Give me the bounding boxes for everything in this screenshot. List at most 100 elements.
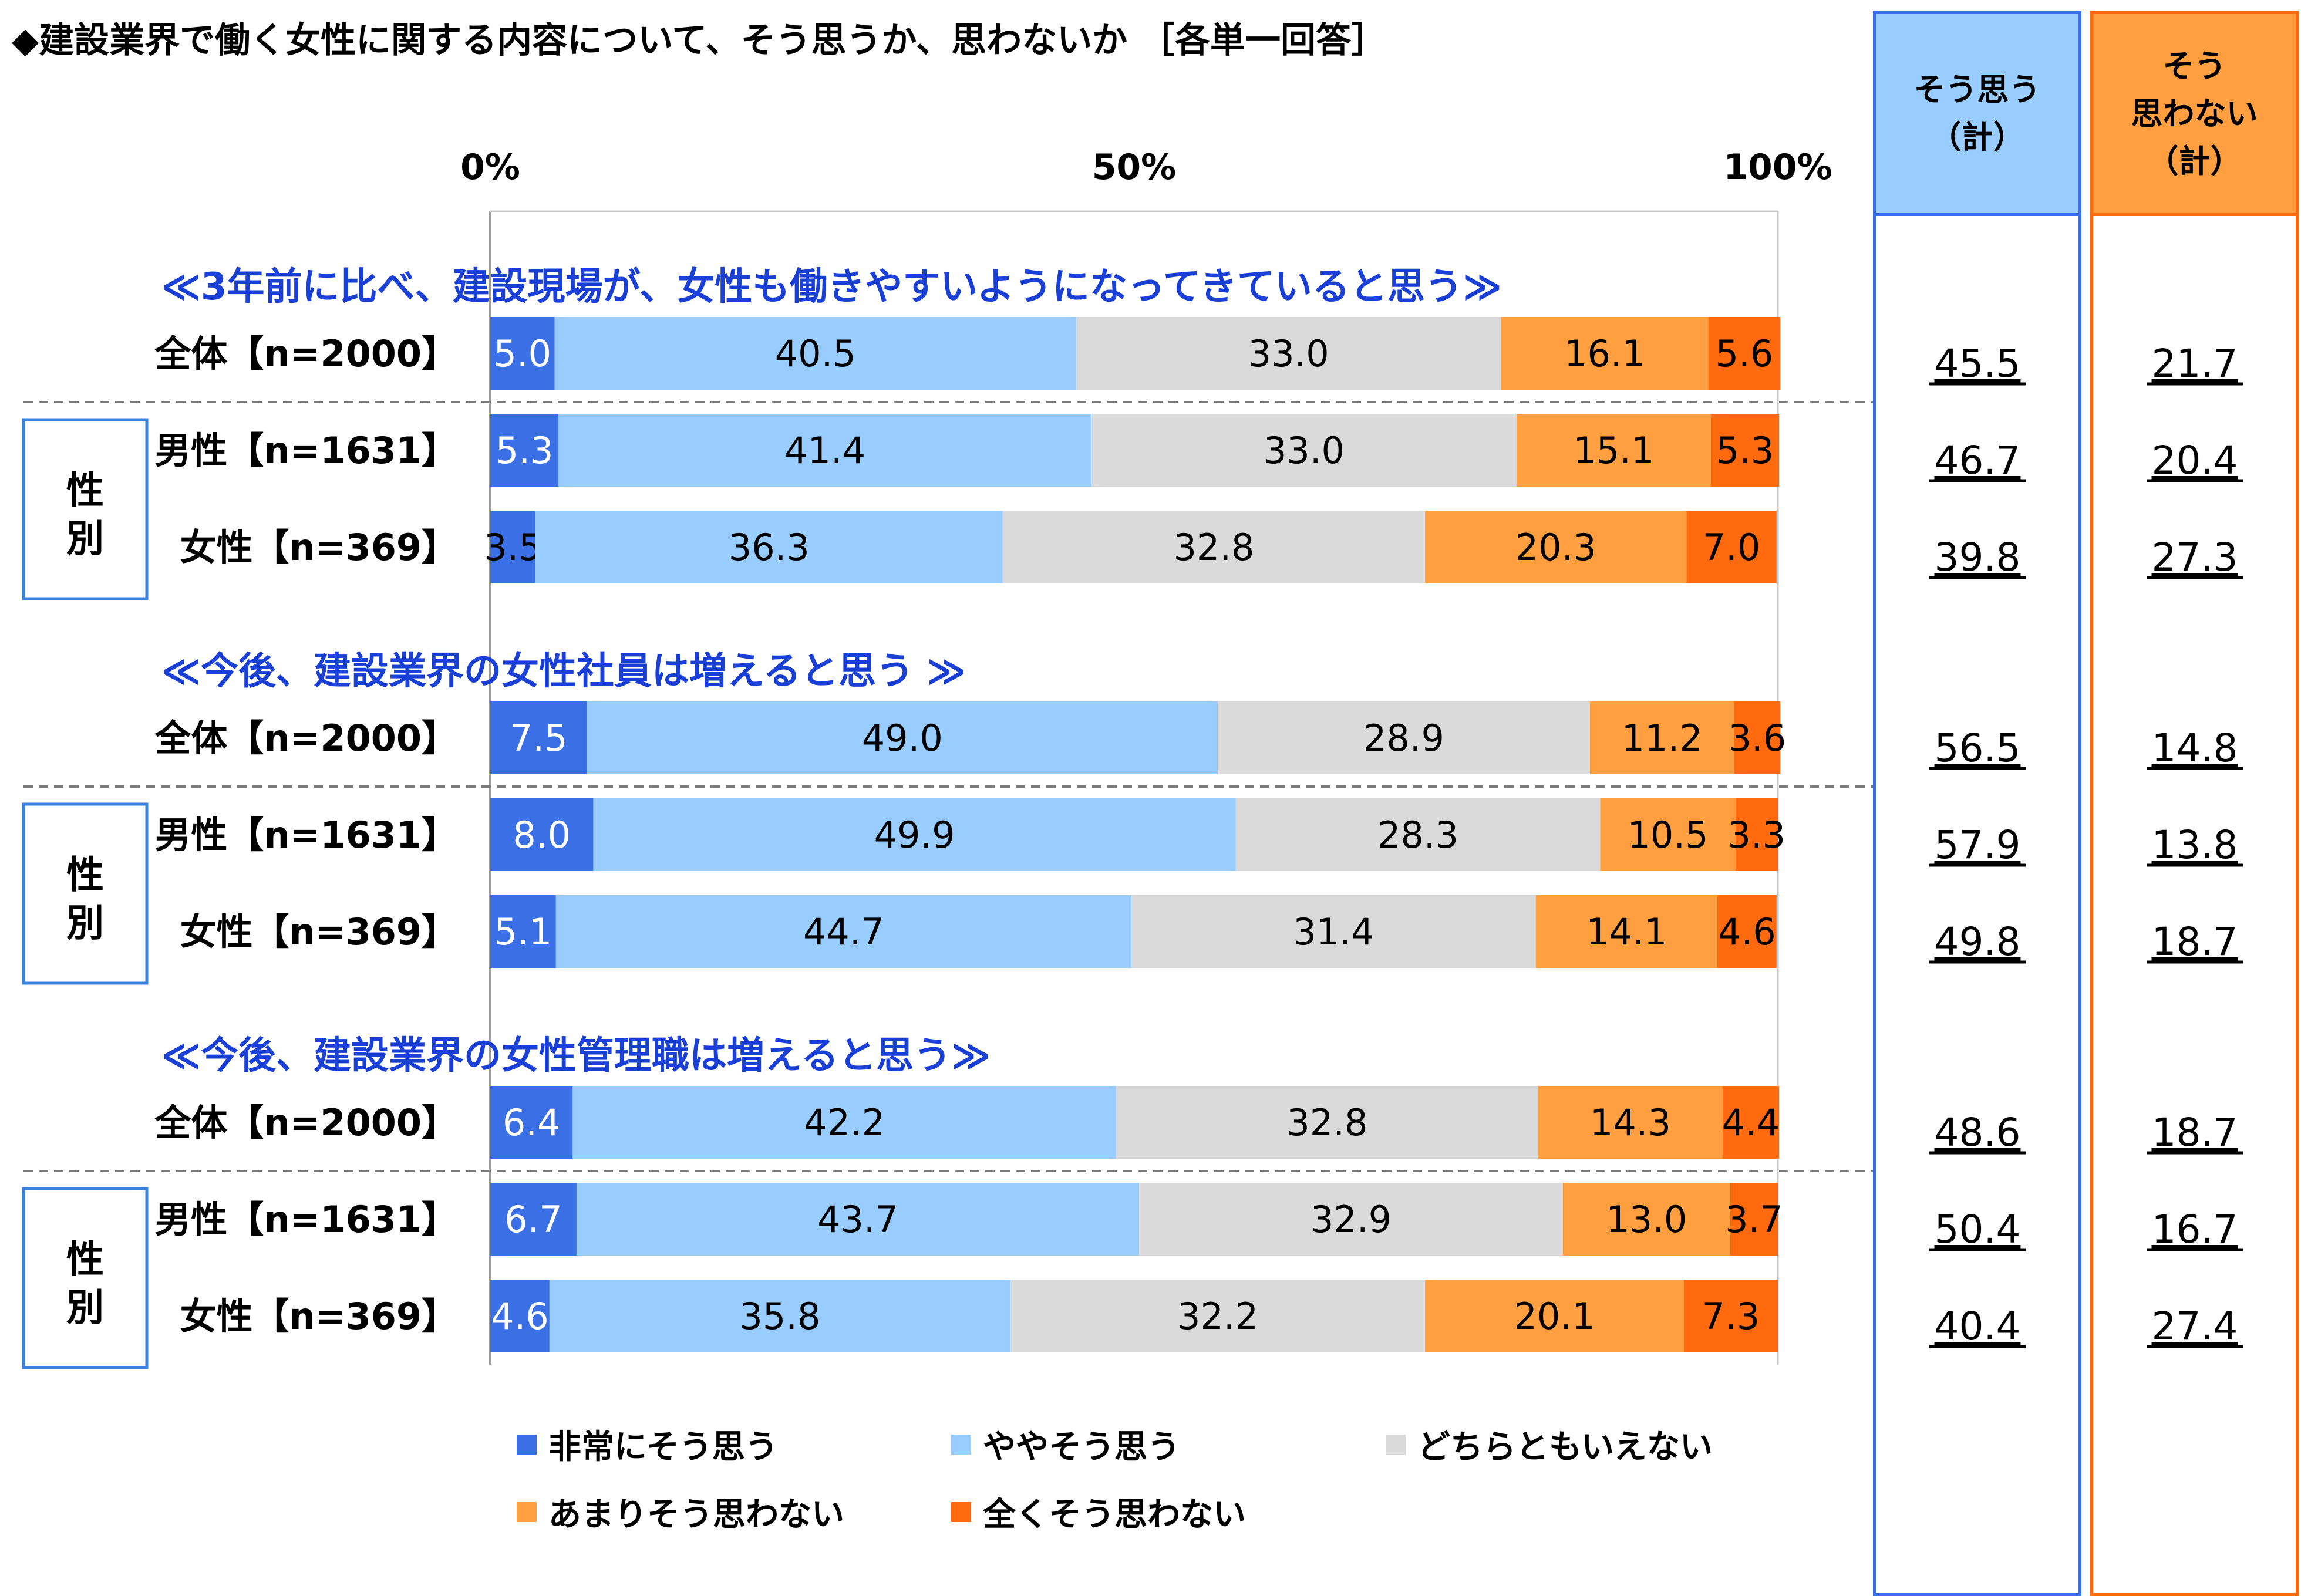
bar-data-label: 20.3 — [1515, 526, 1596, 569]
bar-segment-strongly-disagree — [1734, 701, 1781, 774]
bar-data-label: 3.5 — [484, 526, 542, 569]
bar-segment-neutral — [1131, 895, 1536, 968]
disagree-total-value: 18.7 — [2152, 919, 2238, 964]
disagree-total-header-line3: （計） — [2147, 142, 2242, 180]
bar-data-label: 10.5 — [1627, 814, 1708, 856]
bar-data-label: 42.2 — [804, 1101, 885, 1144]
bar-segment-neutral — [1139, 1183, 1563, 1256]
disagree-total-value: 16.7 — [2152, 1207, 2238, 1252]
bar-data-label: 49.0 — [862, 717, 943, 760]
bar-data-label: 36.3 — [729, 526, 810, 569]
agree-total-value: 50.4 — [1935, 1207, 2021, 1252]
bar-data-label: 41.4 — [784, 429, 865, 472]
gender-group-label: 性 — [66, 1239, 104, 1282]
bar-segment-somewhat-disagree — [1538, 1086, 1723, 1159]
bar-segment-strongly-agree — [490, 511, 535, 583]
agree-total-panel: そう思う （計） — [1873, 11, 2081, 1596]
bar-data-label: 5.3 — [1716, 429, 1774, 472]
bar-segment-neutral — [1010, 1280, 1426, 1352]
bar-data-label: 31.4 — [1293, 910, 1374, 953]
agree-total-value: 49.8 — [1935, 919, 2021, 964]
bar-data-label: 6.7 — [504, 1198, 562, 1241]
x-tick-label: 50% — [1092, 147, 1177, 188]
bar-segment-neutral — [1116, 1086, 1539, 1159]
bar-segment-somewhat-disagree — [1600, 798, 1736, 871]
bar-data-label: 43.7 — [817, 1198, 898, 1241]
bar-data-label: 7.0 — [1703, 526, 1761, 569]
gender-group-label: 別 — [66, 518, 104, 561]
legend-label-neutral: どちらともいえない — [1417, 1428, 1713, 1466]
gender-group-label: 別 — [66, 1287, 104, 1330]
bar-data-label: 35.8 — [739, 1295, 820, 1338]
bar-segment-somewhat-agree — [554, 317, 1076, 390]
bar-data-label: 15.1 — [1573, 429, 1654, 472]
bar-segment-somewhat-agree — [587, 701, 1218, 774]
bar-segment-strongly-disagree — [1722, 1086, 1780, 1159]
bar-data-label: 32.8 — [1173, 526, 1254, 569]
legend-label-strongly-agree: 非常にそう思う — [548, 1428, 778, 1466]
disagree-total-panel: そう 思わない （計） — [2090, 11, 2299, 1596]
bar-segment-somewhat-agree — [576, 1183, 1140, 1256]
section-heading: ≪今後、建設業界の女性社員は増えると思う ≫ — [161, 650, 966, 693]
agree-total-header-line1: そう思う — [1913, 71, 2041, 108]
agree-total-header: そう思う （計） — [1876, 14, 2078, 216]
bar-segment-somewhat-agree — [535, 511, 1003, 583]
disagree-total-value: 14.8 — [2152, 726, 2238, 771]
bar-segment-strongly-agree — [490, 895, 556, 968]
disagree-total-header: そう 思わない （計） — [2093, 14, 2296, 216]
bar-data-label: 4.4 — [1722, 1101, 1780, 1144]
bar-data-label: 20.1 — [1514, 1295, 1595, 1338]
bar-data-label: 14.3 — [1590, 1101, 1671, 1144]
bar-data-label: 28.3 — [1377, 814, 1458, 856]
bar-data-label: 32.2 — [1177, 1295, 1258, 1338]
bar-data-label: 32.8 — [1286, 1101, 1367, 1144]
bar-segment-neutral — [1076, 317, 1501, 390]
agree-total-value: 48.6 — [1935, 1110, 2021, 1155]
disagree-total-value: 13.8 — [2152, 822, 2238, 868]
legend-item-somewhat-agree: ややそう思う — [951, 1420, 1180, 1468]
gender-group-box — [22, 802, 149, 985]
bar-data-label: 40.5 — [775, 332, 856, 375]
legend-item-strongly-disagree: 全くそう思わない — [951, 1488, 1246, 1536]
bar-data-label: 33.0 — [1264, 429, 1345, 472]
bar-data-label: 5.6 — [1716, 332, 1774, 375]
row-label: 男性【n=1631】 — [154, 429, 458, 472]
bar-segment-strongly-disagree — [1730, 1183, 1778, 1256]
bar-segment-neutral — [1091, 414, 1517, 487]
bar-segment-strongly-agree — [490, 1183, 577, 1256]
bar-data-label: 14.1 — [1586, 910, 1667, 953]
bar-segment-somewhat-disagree — [1589, 701, 1734, 774]
gender-group-box — [22, 418, 149, 600]
legend-label-somewhat-agree: ややそう思う — [983, 1428, 1180, 1466]
bar-data-label: 5.0 — [494, 332, 552, 375]
bar-segment-strongly-agree — [490, 1086, 573, 1159]
bar-segment-somewhat-agree — [572, 1086, 1116, 1159]
bar-segment-strongly-agree — [490, 701, 587, 774]
agree-total-value: 45.5 — [1935, 341, 2021, 386]
bar-data-label: 49.9 — [874, 814, 955, 856]
bar-segment-somewhat-agree — [558, 414, 1092, 487]
bar-data-label: 3.6 — [1729, 717, 1787, 760]
agree-total-header-line2: （計） — [1929, 119, 2025, 156]
agree-total-value: 46.7 — [1935, 438, 2021, 483]
row-label: 女性【n=369】 — [180, 1295, 458, 1338]
bar-data-label: 11.2 — [1622, 717, 1703, 760]
row-label: 女性【n=369】 — [180, 526, 458, 569]
bar-segment-strongly-disagree — [1686, 511, 1777, 583]
bar-segment-somewhat-disagree — [1425, 511, 1687, 583]
legend-swatch-somewhat-disagree — [517, 1501, 537, 1522]
bar-segment-somewhat-disagree — [1425, 1280, 1684, 1352]
legend-item-strongly-agree: 非常にそう思う — [517, 1420, 778, 1468]
section-heading: ≪3年前に比べ、建設現場が、女性も働きやすいようになってきていると思う≫ — [161, 265, 1502, 309]
row-label: 女性【n=369】 — [180, 910, 458, 953]
bar-segment-neutral — [1002, 511, 1426, 583]
row-label: 全体【n=2000】 — [154, 332, 458, 375]
legend-swatch-strongly-disagree — [951, 1501, 971, 1522]
legend-label-strongly-disagree: 全くそう思わない — [983, 1496, 1246, 1534]
row-label: 全体【n=2000】 — [154, 1101, 458, 1144]
chart-title: ◆建設業界で働く女性に関する内容について、そう思うか、思わないか ［各単一回答］ — [12, 20, 1387, 61]
bar-segment-strongly-agree — [490, 414, 559, 487]
legend-swatch-neutral — [1386, 1434, 1406, 1455]
bar-segment-somewhat-agree — [593, 798, 1236, 871]
